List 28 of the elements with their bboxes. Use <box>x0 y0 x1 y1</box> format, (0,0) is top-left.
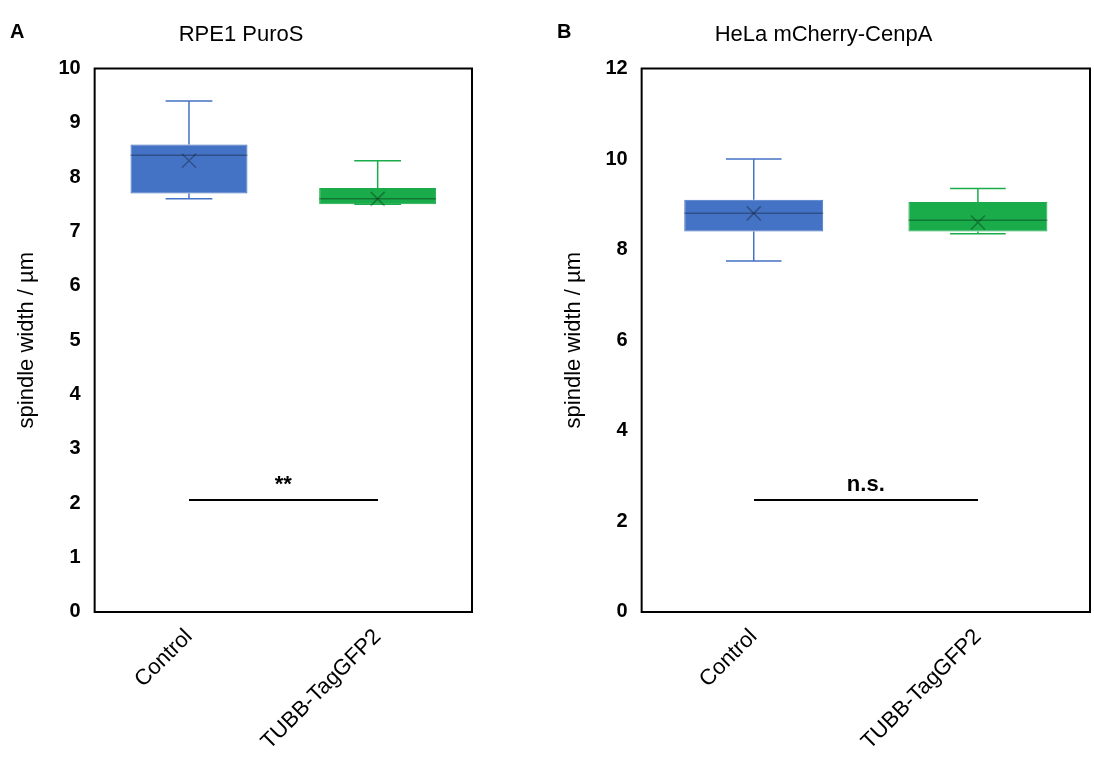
y-tick-label: 0 <box>616 599 628 622</box>
y-tick-label: 9 <box>69 110 81 133</box>
y-tick-label: 8 <box>616 237 628 260</box>
y-tick-label: 6 <box>69 273 81 296</box>
y-tick-label: 4 <box>616 418 629 441</box>
y-tick-label: 10 <box>605 146 628 169</box>
y-tick-label: 12 <box>605 55 628 78</box>
y-tick-label: 0 <box>69 599 81 622</box>
y-axis-title: spindle width / µm <box>560 251 586 429</box>
y-tick-label: 10 <box>58 55 81 78</box>
y-tick-label: 5 <box>69 327 81 350</box>
y-tick-label: 4 <box>69 382 82 405</box>
significance-bracket: ** <box>189 470 378 501</box>
y-tick-label: 7 <box>69 218 81 241</box>
y-tick-label: 1 <box>69 545 81 568</box>
significance-bracket: n.s. <box>753 470 978 501</box>
chart-title: HeLa mCherry-CenpA <box>714 21 933 47</box>
y-tick-label: 3 <box>69 436 81 459</box>
text: B <box>557 20 572 43</box>
text: A <box>10 20 25 43</box>
annotation: n.s. <box>845 470 886 497</box>
y-tick-label: 8 <box>69 164 81 187</box>
annotation: ** <box>273 470 293 497</box>
chart-title: RPE1 PuroS <box>178 21 304 47</box>
y-axis-title: spindle width / µm <box>13 251 39 429</box>
y-tick-label: 2 <box>616 508 628 531</box>
y-tick-label: 2 <box>69 490 81 513</box>
y-tick-label: 6 <box>616 327 628 350</box>
